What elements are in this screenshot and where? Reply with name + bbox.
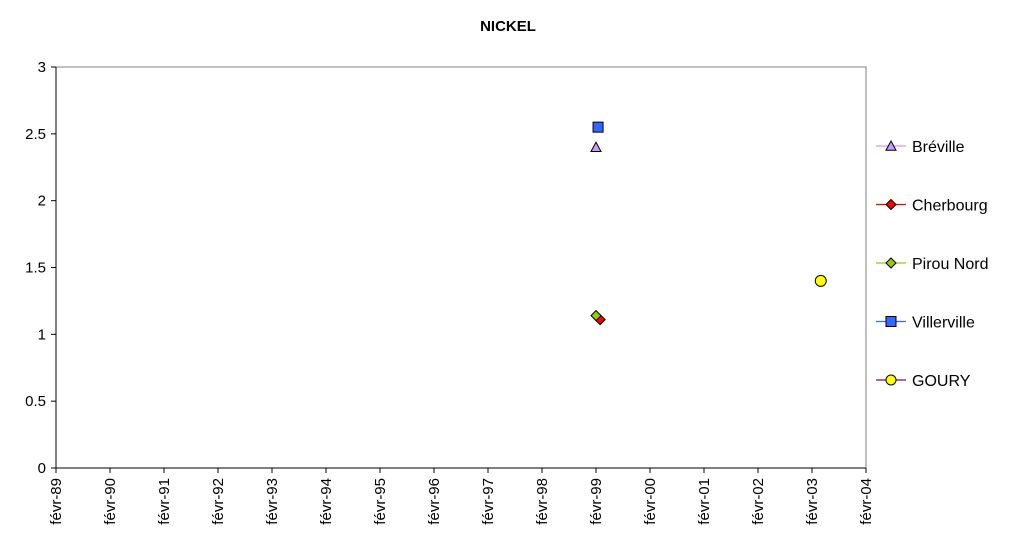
y-tick-label: 0 <box>38 460 46 477</box>
y-tick-label: 2.5 <box>25 126 46 143</box>
x-tick-label: févr-92 <box>210 478 227 525</box>
legend-marker-pirou-nord <box>885 257 897 269</box>
legend-marker-villerville <box>885 316 897 327</box>
x-tick-label: févr-95 <box>372 478 389 525</box>
y-tick-label: 1.5 <box>25 260 46 277</box>
x-tick-label: févr-94 <box>318 478 335 525</box>
legend-label-villerville: Villerville <box>912 315 975 332</box>
data-point-pirou-nord <box>590 309 602 322</box>
x-tick-label: févr-02 <box>750 478 767 525</box>
x-tick-label: févr-03 <box>804 478 821 525</box>
legend-label-cherbourg: Cherbourg <box>912 198 988 215</box>
x-tick-label: févr-97 <box>480 478 497 525</box>
y-tick-label: 3 <box>38 59 46 76</box>
x-tick-label: févr-04 <box>858 478 875 525</box>
legend-label-br-ville: Bréville <box>912 139 965 156</box>
legend-label-pirou-nord: Pirou Nord <box>912 256 988 273</box>
x-tick-label: févr-96 <box>426 478 443 525</box>
x-tick-label: févr-90 <box>102 478 119 525</box>
data-points <box>590 121 827 326</box>
legend: Bréville Cherbourg Pirou Nord Villerville GO… <box>876 139 988 390</box>
x-tick-label: févr-93 <box>264 478 281 525</box>
legend-marker-goury <box>885 374 897 386</box>
legend-label-goury: GOURY <box>912 373 971 390</box>
x-tick-label: févr-89 <box>48 478 65 525</box>
data-point-villerville <box>592 121 604 133</box>
plot-area <box>55 66 867 469</box>
y-tick-label: 2 <box>38 193 46 210</box>
legend-marker-br-ville <box>885 139 897 151</box>
x-tick-label: févr-98 <box>534 478 551 525</box>
x-tick-label: févr-00 <box>642 478 659 525</box>
data-point-br-ville <box>590 141 602 152</box>
axes: 0 0.5 1 1.5 2 2.5 3 févr-89 févr-90 févr-91 févr-9… <box>25 59 875 525</box>
y-tick-label: 0.5 <box>25 393 46 410</box>
x-tick-label: févr-99 <box>588 478 605 525</box>
chart-title: NICKEL <box>480 18 536 35</box>
y-tick-label: 1 <box>38 326 46 343</box>
x-tick-label: févr-91 <box>156 478 173 525</box>
data-point-goury <box>814 274 827 287</box>
x-tick-label: févr-01 <box>696 478 713 525</box>
legend-marker-cherbourg <box>885 198 897 211</box>
